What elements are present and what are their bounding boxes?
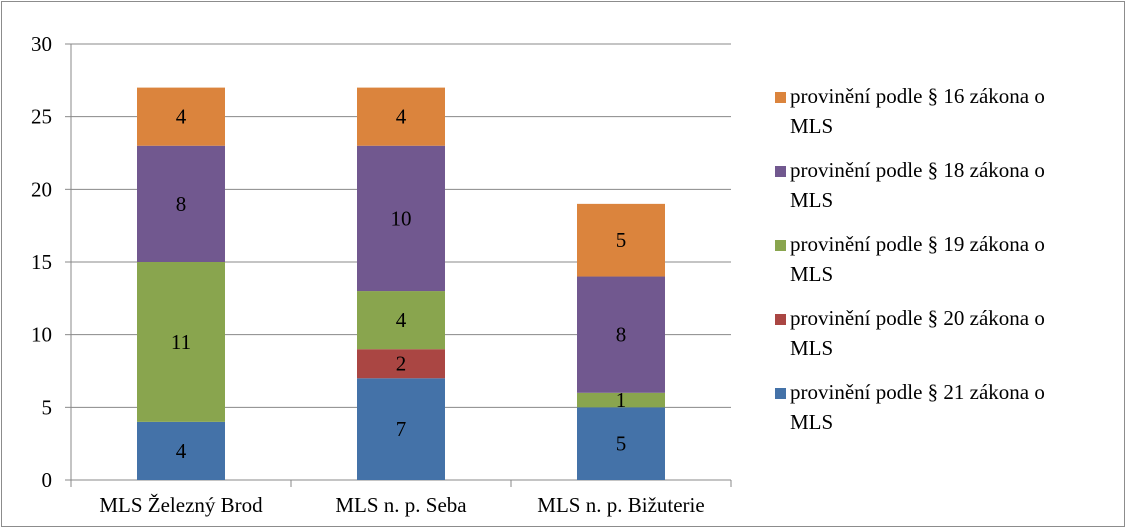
bar-segment <box>357 291 445 350</box>
data-label: 2 <box>396 352 407 376</box>
legend-swatch <box>775 166 786 177</box>
x-axis-categories: MLS Železný Brod MLS n. p. Seba MLS n. p. … <box>99 493 704 517</box>
x-category-label: MLS Železný Brod <box>99 493 263 517</box>
legend-label-line2: MLS <box>790 336 833 360</box>
bar-segment <box>577 407 665 480</box>
bar-segment <box>357 87 445 146</box>
legend-label-line2: MLS <box>790 114 833 138</box>
bar-segment <box>137 145 225 262</box>
bar-segment <box>137 87 225 146</box>
legend-label-line2: MLS <box>790 410 833 434</box>
data-label: 1 <box>616 388 627 412</box>
data-label: 7 <box>396 417 407 441</box>
y-axis-ticks: 0 5 10 15 20 25 30 <box>31 32 71 492</box>
y-tick-label: 20 <box>31 177 52 201</box>
bars <box>137 87 665 480</box>
data-label: 10 <box>391 206 412 230</box>
legend-swatch <box>775 92 786 103</box>
data-label: 4 <box>176 105 187 129</box>
y-tick-label: 10 <box>31 323 52 347</box>
bar-segment <box>137 262 225 422</box>
legend-swatch <box>775 240 786 251</box>
bar-segment <box>577 392 665 408</box>
y-tick-label: 15 <box>31 250 52 274</box>
legend-label: provinění podle § 18 zákona o MLS <box>790 158 1045 212</box>
legend-swatch <box>775 314 786 325</box>
data-label: 4 <box>396 105 407 129</box>
legend-label: provinění podle § 20 zákona o MLS <box>790 306 1045 360</box>
legend-label: provinění podle § 21 zákona o MLS <box>790 380 1045 434</box>
data-label: 5 <box>616 432 627 456</box>
x-category-label: MLS n. p. Bižuterie <box>537 493 704 517</box>
y-tick-label: 25 <box>31 105 52 129</box>
legend-label-line2: MLS <box>790 262 833 286</box>
bar-segment <box>577 203 665 277</box>
data-label: 5 <box>616 228 627 252</box>
data-label: 4 <box>396 308 407 332</box>
y-tick-label: 0 <box>42 468 53 492</box>
data-label: 11 <box>171 330 191 354</box>
bar-segment <box>357 145 445 292</box>
legend-label-line2: MLS <box>790 188 833 212</box>
y-tick-label: 30 <box>31 32 52 56</box>
legend-label: provinění podle § 16 zákona o MLS <box>790 84 1045 138</box>
data-label: 4 <box>176 439 187 463</box>
x-category-label: MLS n. p. Seba <box>335 493 467 517</box>
legend-label: provinění podle § 19 zákona o MLS <box>790 232 1045 286</box>
y-tick-label: 5 <box>42 395 53 419</box>
bar-segment <box>137 421 225 480</box>
bar-segment <box>357 349 445 379</box>
legend-swatch <box>775 388 786 399</box>
legend: provinění podle § 16 zákona o MLS proviněn… <box>775 84 1045 434</box>
bar-segment <box>577 276 665 393</box>
data-labels: 4 11 8 4 7 2 4 10 4 5 1 8 5 <box>171 105 626 463</box>
data-label: 8 <box>176 192 187 216</box>
bar-segment <box>357 378 445 480</box>
data-label: 8 <box>616 323 627 347</box>
